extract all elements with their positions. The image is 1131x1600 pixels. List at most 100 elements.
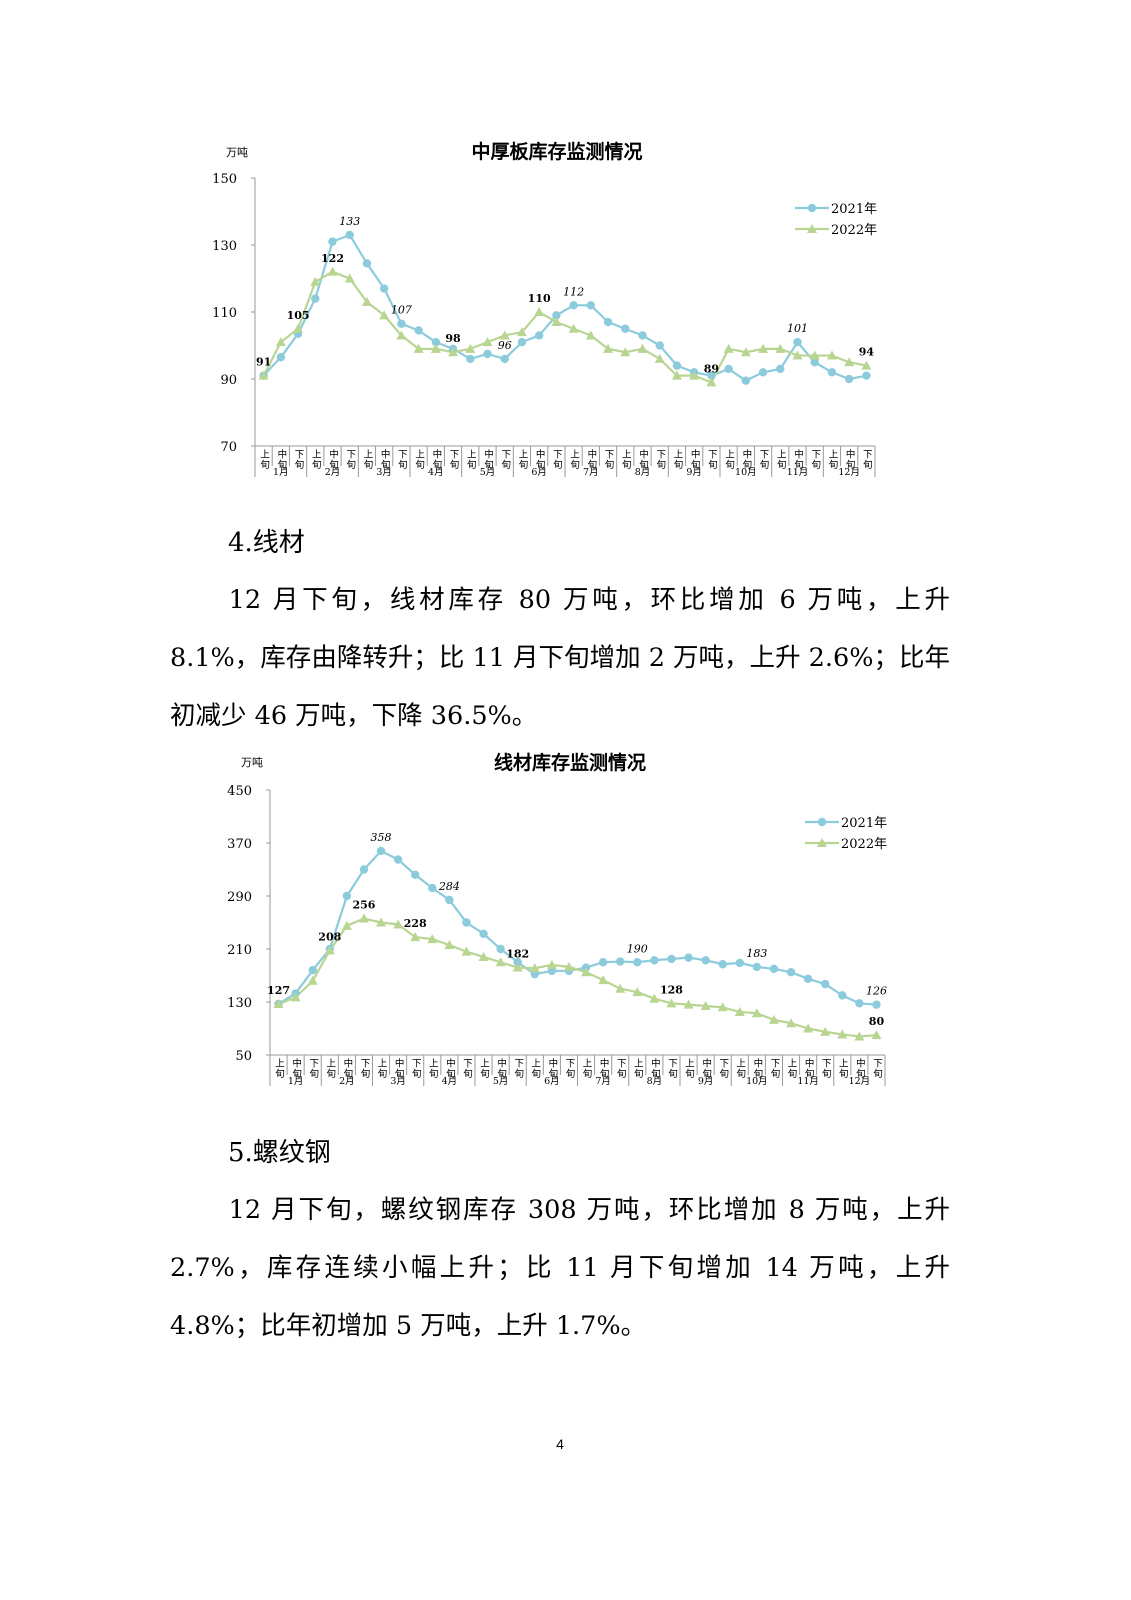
data-label: 190 xyxy=(627,942,648,955)
x-tick-label: 中旬 xyxy=(740,448,752,470)
data-label: 80 xyxy=(869,1015,885,1028)
marker xyxy=(341,920,352,930)
marker xyxy=(817,817,827,827)
data-label: 126 xyxy=(866,985,887,998)
x-tick-label: 上旬 xyxy=(581,1058,593,1079)
marker xyxy=(569,301,578,310)
marker xyxy=(307,975,318,985)
x-tick-label: 上旬 xyxy=(376,1058,388,1079)
y-tick-label: 150 xyxy=(212,172,237,187)
x-tick-label: 中旬 xyxy=(546,1057,558,1079)
x-tick-label: 上旬 xyxy=(632,1058,644,1079)
marker xyxy=(310,276,321,286)
marker xyxy=(598,975,609,985)
x-tick-label: 上旬 xyxy=(258,449,270,470)
legend-label: 2021年 xyxy=(831,202,877,217)
marker xyxy=(718,960,727,969)
data-label: 110 xyxy=(528,292,551,305)
marker xyxy=(308,966,317,975)
marker xyxy=(735,958,744,968)
y-tick-label: 290 xyxy=(227,890,252,905)
marker xyxy=(462,918,471,927)
x-tick-label: 下旬 xyxy=(666,1058,678,1079)
marker xyxy=(534,307,545,316)
data-label: 122 xyxy=(321,252,344,265)
x-tick-label: 上旬 xyxy=(683,1058,695,1079)
marker xyxy=(793,337,802,347)
legend-label: 2022年 xyxy=(831,223,877,238)
marker xyxy=(844,374,854,384)
x-tick-label: 下旬 xyxy=(512,1058,524,1079)
x-tick-label: 中旬 xyxy=(585,448,597,470)
y-tick-label: 210 xyxy=(227,943,252,958)
marker xyxy=(275,337,286,347)
x-tick-label: 上旬 xyxy=(786,1058,798,1079)
y-axis-unit: 万吨 xyxy=(241,756,263,769)
data-label: 98 xyxy=(445,332,461,345)
marker xyxy=(376,917,387,927)
data-label: 183 xyxy=(746,947,767,960)
marker xyxy=(396,330,407,340)
x-tick-label: 上旬 xyxy=(568,449,580,470)
marker xyxy=(803,974,813,984)
x-group-label: 2月 xyxy=(339,1076,355,1087)
x-tick-label: 中旬 xyxy=(290,1057,302,1079)
marker xyxy=(706,377,717,387)
x-tick-label: 下旬 xyxy=(615,1058,627,1079)
marker xyxy=(872,1000,881,1009)
x-tick-label: 下旬 xyxy=(717,1058,729,1079)
x-group-label: 1月 xyxy=(288,1076,304,1087)
x-group-label: 9月 xyxy=(698,1076,714,1087)
marker xyxy=(413,343,424,353)
x-tick-label: 下旬 xyxy=(358,1058,370,1079)
marker xyxy=(379,284,389,293)
marker xyxy=(529,963,540,973)
marker xyxy=(632,987,643,997)
x-tick-label: 中旬 xyxy=(700,1057,712,1079)
x-group-label: 2月 xyxy=(325,467,341,478)
x-tick-label: 下旬 xyxy=(344,449,356,470)
x-group-label: 10月 xyxy=(735,467,757,478)
x-tick-label: 中旬 xyxy=(482,448,494,470)
marker xyxy=(444,940,455,950)
marker xyxy=(430,343,441,353)
series-line xyxy=(262,270,867,384)
chart-title: 中厚板库存监测情况 xyxy=(471,140,642,163)
page-number: 4 xyxy=(556,1436,564,1452)
marker xyxy=(752,962,762,972)
x-tick-label: 下旬 xyxy=(820,1058,832,1079)
marker xyxy=(633,958,642,967)
marker xyxy=(344,273,355,283)
marker xyxy=(290,992,301,1002)
marker xyxy=(700,1000,711,1010)
x-tick-label: 中旬 xyxy=(844,448,856,470)
marker xyxy=(311,294,320,303)
x-tick-label: 上旬 xyxy=(361,449,373,470)
marker xyxy=(820,1026,831,1036)
marker xyxy=(603,343,614,353)
marker xyxy=(345,230,354,240)
x-tick-label: 上旬 xyxy=(671,449,683,470)
marker xyxy=(616,957,625,966)
data-label: 228 xyxy=(404,917,427,930)
x-group-label: 5月 xyxy=(493,1076,509,1087)
marker xyxy=(654,353,665,363)
x-tick-label: 上旬 xyxy=(465,449,477,470)
x-tick-label: 上旬 xyxy=(324,1058,336,1079)
x-group-label: 6月 xyxy=(544,1076,560,1087)
x-tick-label: 下旬 xyxy=(396,449,408,470)
x-tick-label: 下旬 xyxy=(706,449,718,470)
marker xyxy=(638,331,647,340)
series-line xyxy=(278,917,877,1038)
section-paragraph: 12 月下旬，螺纹钢库存 308 万吨，环比增加 8 万吨，上升 2.7%，库存… xyxy=(170,1195,950,1341)
marker xyxy=(786,1018,797,1028)
marker xyxy=(684,953,693,962)
x-tick-label: 下旬 xyxy=(603,449,615,470)
marker xyxy=(871,1030,882,1040)
x-tick-label: 上旬 xyxy=(310,449,322,470)
x-group-label: 11月 xyxy=(787,467,809,478)
marker xyxy=(807,224,817,233)
x-tick-label: 中旬 xyxy=(379,448,391,470)
data-label: 96 xyxy=(498,339,512,352)
marker xyxy=(379,310,390,320)
